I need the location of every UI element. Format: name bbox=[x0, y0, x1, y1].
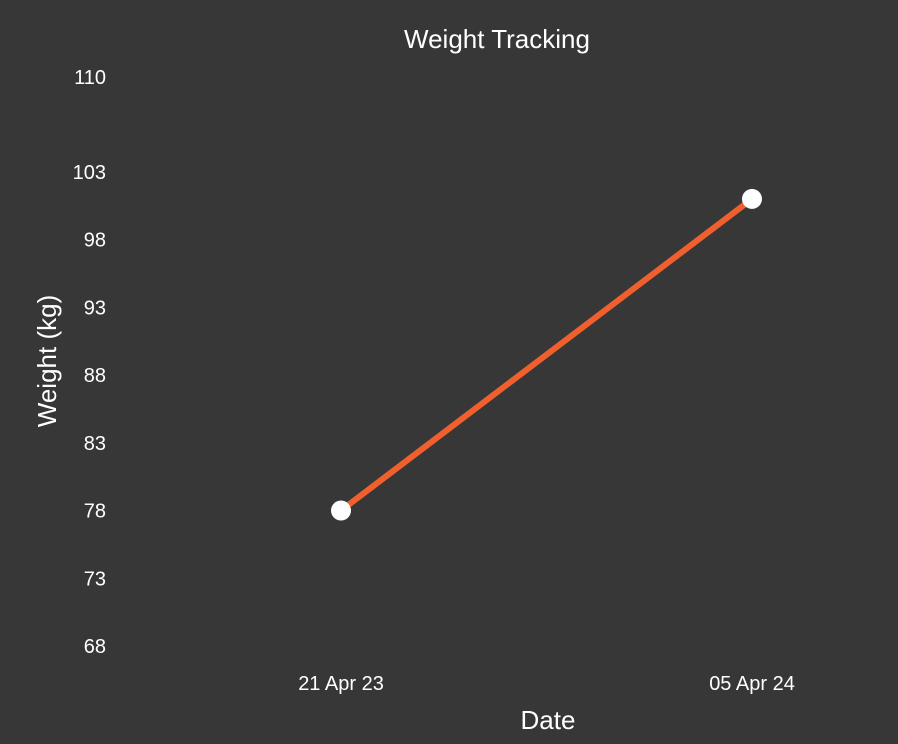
y-tick-label: 68 bbox=[84, 636, 106, 658]
x-tick-label: 21 Apr 23 bbox=[298, 673, 384, 695]
y-tick-label: 83 bbox=[84, 433, 106, 455]
chart-title: Weight Tracking bbox=[404, 24, 590, 54]
x-tick-label: 05 Apr 24 bbox=[709, 673, 795, 695]
series-points bbox=[331, 188, 762, 521]
y-tick-label: 78 bbox=[84, 501, 106, 523]
y-tick-label: 110 bbox=[74, 67, 106, 89]
data-point[interactable] bbox=[331, 500, 351, 521]
x-axis-label: Date bbox=[521, 705, 576, 735]
series-line bbox=[338, 195, 755, 514]
y-axis-label: Weight (kg) bbox=[32, 295, 62, 427]
y-tick-label: 103 bbox=[73, 162, 106, 184]
data-point[interactable] bbox=[742, 188, 762, 209]
y-tick-label: 98 bbox=[84, 230, 106, 252]
series-lines bbox=[338, 195, 755, 514]
x-axis-ticks: 21 Apr 23 05 Apr 24 bbox=[298, 673, 795, 695]
y-axis-ticks: 110 103 98 93 88 83 78 73 68 bbox=[73, 67, 106, 658]
y-tick-label: 73 bbox=[84, 568, 106, 590]
y-tick-label: 88 bbox=[84, 365, 106, 387]
y-tick-label: 93 bbox=[84, 297, 106, 319]
